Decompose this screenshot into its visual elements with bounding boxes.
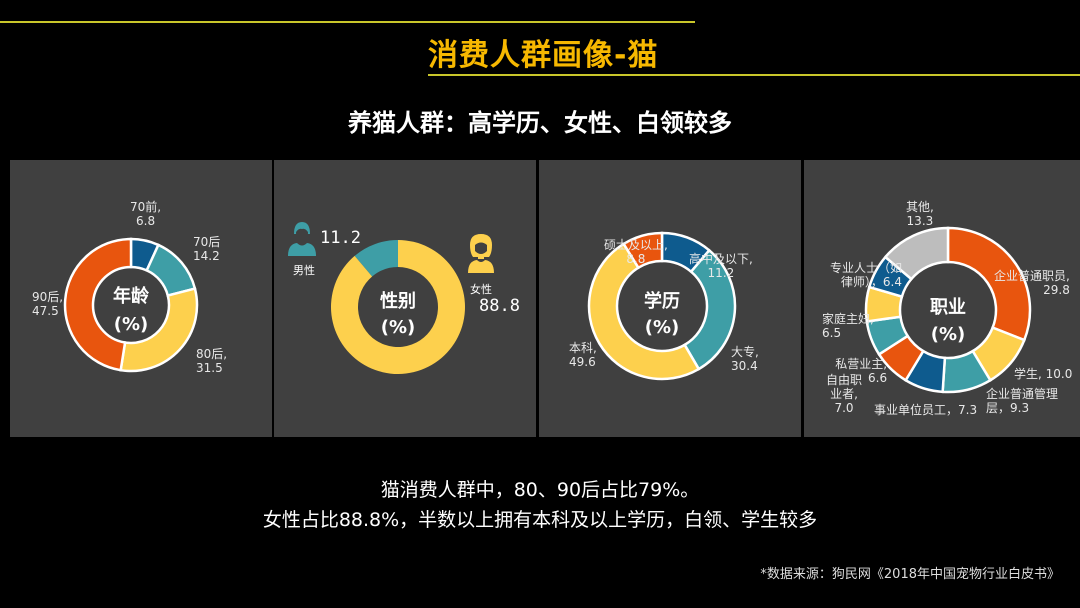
summary-line-2: 女性占比88.8%，半数以上拥有本科及以上学历，白领、学生较多 <box>262 509 818 531</box>
age-donut-chart <box>63 237 199 373</box>
education-donut-chart <box>587 231 737 381</box>
gender-panel: 11.2 男性 女性 88.8 性别 (%) <box>274 160 536 437</box>
gender-chart-unit: (%) <box>380 317 416 338</box>
age-chart-unit: (%) <box>113 314 149 335</box>
gender-donut-chart <box>331 240 465 374</box>
occupation-label-other: 其他, 13.3 <box>906 200 934 228</box>
education-label-bachelor: 本科, 49.6 <box>569 341 597 369</box>
donut-segment <box>354 240 398 277</box>
education-chart-title: 学历 <box>644 291 680 312</box>
occupation-chart-unit: (%) <box>930 324 966 345</box>
occupation-label-manager: 企业普通管理 层，9.3 <box>986 387 1059 415</box>
occupation-chart-title: 职业 <box>930 297 966 318</box>
donut-segment <box>63 237 133 372</box>
age-label-80after: 80后, 31.5 <box>196 347 228 375</box>
gender-chart-title: 性别 <box>380 291 416 312</box>
occupation-label-student: 学生, 10.0 <box>1014 367 1073 381</box>
male-value: 11.2 <box>320 228 361 248</box>
education-label-master: 硕士及以上, 8.8 <box>604 238 668 266</box>
donut-segment <box>946 226 1032 342</box>
male-person-icon <box>288 222 316 256</box>
occupation-donut-chart <box>864 226 1032 394</box>
page-title: 消费人群画像-猫 <box>428 38 659 73</box>
top-rule-line <box>0 21 695 23</box>
page-subtitle: 养猫人群：高学历、女性、白领较多 <box>348 109 732 137</box>
donut-segment <box>587 242 701 381</box>
female-value: 88.8 <box>479 296 520 316</box>
age-label-70before: 70前, 6.8 <box>130 200 162 228</box>
occupation-label-freelancer: 自由职 业者, 7.0 <box>826 373 863 415</box>
occupation-label-professional: 专业人士（如 律师），6.4 <box>830 261 903 289</box>
age-label-90after: 90后, 47.5 <box>32 290 64 318</box>
female-label: 女性 <box>470 283 492 296</box>
occupation-label-housewife: 家庭主妇, 6.5 <box>822 312 874 340</box>
donut-segment <box>119 287 199 373</box>
donut-segment <box>883 226 950 281</box>
summary-line-1: 猫消费人群中，80、90后占比79%。 <box>380 479 700 501</box>
education-chart-unit: (%) <box>644 317 680 338</box>
donut-segment <box>621 231 664 270</box>
occupation-label-staff: 企业普通职员, 29.8 <box>994 269 1070 297</box>
occupation-label-public-sector: 事业单位员工，7.3 <box>874 403 978 417</box>
data-source-note: *数据来源：狗民网《2018年中国宠物行业白皮书》 <box>760 567 1060 582</box>
age-chart-title: 年龄 <box>113 286 149 307</box>
education-panel: 学历 (%) 高中及以下, 11.2 大专, 30.4 本科, 49.6 硕士及以上,… <box>539 160 801 437</box>
title-underline <box>428 74 1080 76</box>
male-label: 男性 <box>293 264 315 277</box>
age-panel: 年龄 (%) 70前, 6.8 70后 14.2 80后, 31.5 90后, 47.5 <box>10 160 272 437</box>
age-label-70after: 70后 14.2 <box>193 235 221 263</box>
donut-segment <box>331 240 465 374</box>
female-person-icon <box>468 234 494 273</box>
occupation-label-business-owner: 私营业主, 6.6 <box>835 357 888 385</box>
occupation-panel: 职业 (%) 企业普通职员, 29.8 学生, 10.0 企业普通管理 层，9.3 … <box>804 160 1080 437</box>
education-label-college: 大专, 30.4 <box>731 345 759 373</box>
education-label-highschool: 高中及以下, 11.2 <box>689 252 753 280</box>
